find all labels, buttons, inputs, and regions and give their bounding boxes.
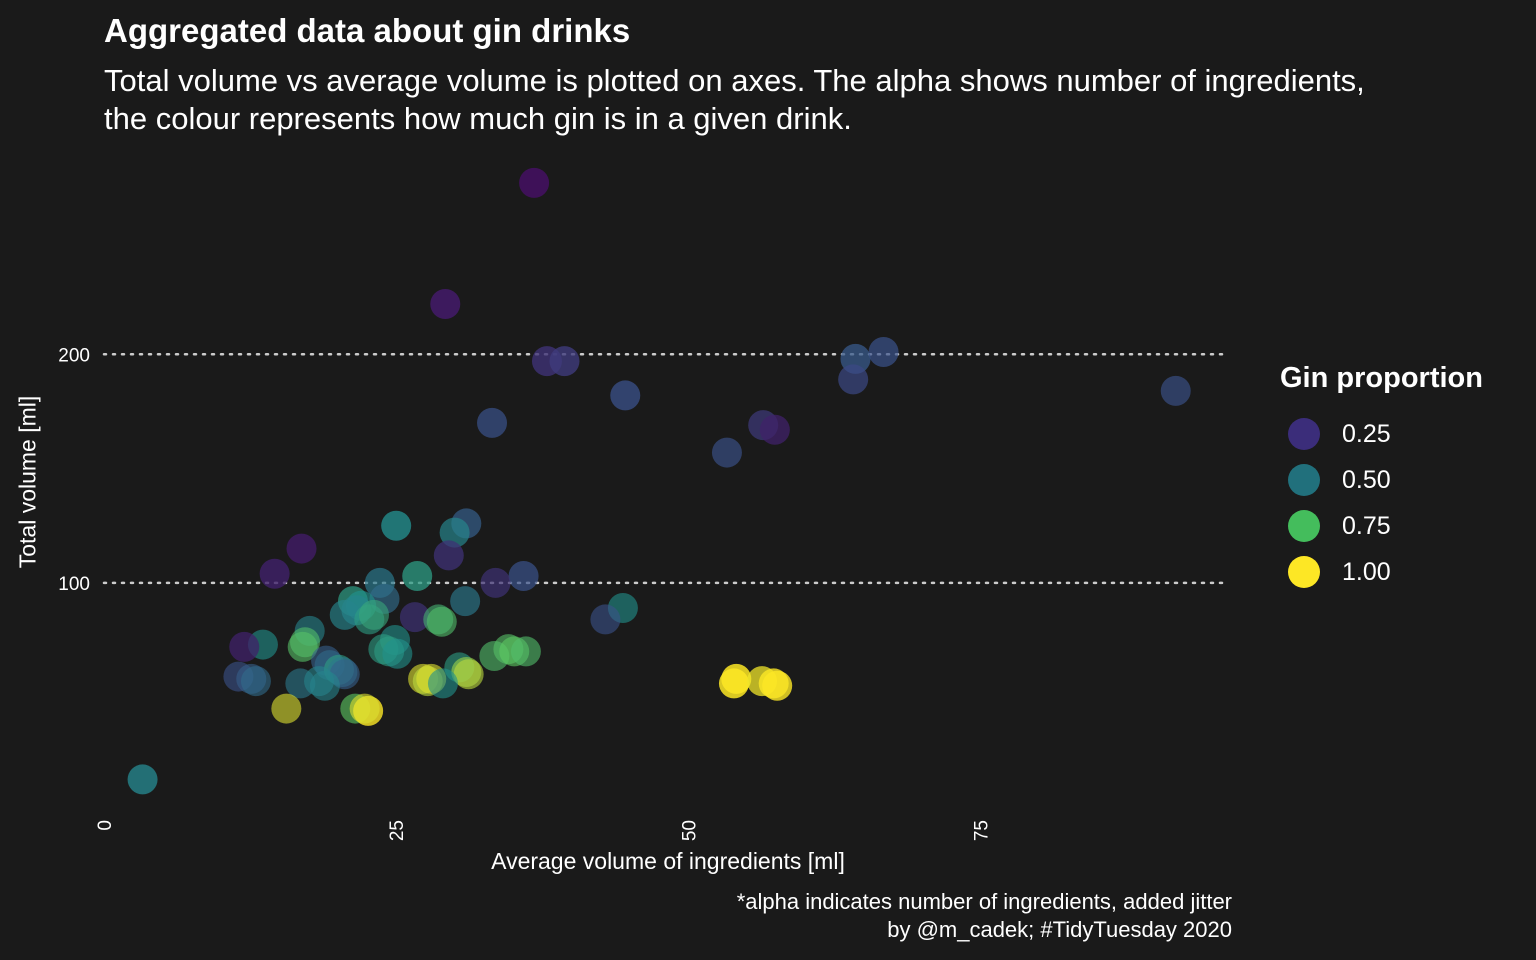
data-point [510, 636, 541, 667]
legend-label: 0.50 [1342, 466, 1391, 494]
data-point [309, 670, 340, 701]
y-axis-ticks: 100 200 [58, 345, 90, 595]
data-point [426, 606, 457, 637]
data-point [381, 510, 412, 541]
data-point [868, 337, 899, 367]
data-point [519, 167, 550, 198]
data-point [259, 558, 290, 589]
data-point [349, 693, 380, 724]
data-point [127, 764, 158, 795]
x-tick-label: 50 [679, 820, 700, 841]
x-axis-ticks: 0 25 50 75 [95, 820, 993, 841]
data-point [480, 567, 511, 598]
data-point [453, 659, 484, 690]
data-point [433, 540, 464, 571]
data-point [229, 631, 260, 662]
data-point [271, 693, 302, 724]
y-tick-label: 100 [58, 574, 90, 595]
x-tick-label: 0 [95, 820, 116, 831]
legend-swatch [1288, 510, 1320, 542]
legend-item: 0.75 [1280, 506, 1520, 546]
chart-title: Aggregated data about gin drinks [104, 12, 631, 49]
caption-line-2: by @m_cadek; #TidyTuesday 2020 [887, 917, 1232, 942]
data-point [450, 586, 481, 617]
chart-subtitle: Total volume vs average volume is plotte… [104, 62, 1524, 138]
legend-item: 0.25 [1280, 414, 1520, 454]
data-point [402, 561, 433, 591]
legend-label: 1.00 [1342, 558, 1391, 586]
data-point [287, 631, 318, 662]
data-points [127, 167, 1191, 795]
data-point [590, 604, 621, 635]
legend-swatch [1288, 418, 1320, 450]
data-point [430, 289, 461, 319]
subtitle-line-2: the colour represents how much gin is in… [104, 101, 852, 136]
data-point [477, 407, 508, 438]
x-axis-title: Average volume of ingredients [ml] [491, 848, 845, 874]
legend-swatch [1288, 464, 1320, 496]
data-point [399, 602, 430, 633]
gridlines [102, 353, 1228, 585]
data-point [508, 561, 539, 591]
data-point [718, 668, 749, 699]
data-point [838, 364, 869, 395]
data-point [329, 599, 360, 630]
legend-label: 0.25 [1342, 420, 1391, 448]
legend: Gin proportion 0.25 0.50 0.75 1.00 [1280, 362, 1483, 588]
caption-line-1: *alpha indicates number of ingredients, … [736, 889, 1232, 914]
x-tick-label: 25 [387, 820, 408, 841]
data-point [759, 414, 790, 445]
data-point [240, 666, 271, 697]
data-point [439, 517, 470, 548]
legend-item: 1.00 [1280, 552, 1520, 592]
legend-swatch [1288, 556, 1320, 588]
chart-caption: *alpha indicates number of ingredients, … [737, 888, 1232, 944]
data-point [382, 638, 413, 669]
data-point [762, 670, 793, 701]
data-point [549, 346, 580, 377]
data-point [358, 599, 389, 630]
data-point [610, 380, 641, 411]
y-tick-label: 200 [58, 345, 90, 366]
legend-label: 0.75 [1342, 512, 1391, 540]
data-point [711, 437, 742, 468]
data-point [1160, 375, 1191, 406]
x-tick-label: 75 [972, 820, 993, 841]
legend-item: 0.50 [1280, 460, 1520, 500]
data-point [427, 668, 458, 699]
legend-title: Gin proportion [1280, 362, 1483, 394]
subtitle-line-1: Total volume vs average volume is plotte… [104, 63, 1365, 98]
y-axis-title: Total volume [ml] [14, 395, 41, 569]
data-point [286, 533, 317, 564]
